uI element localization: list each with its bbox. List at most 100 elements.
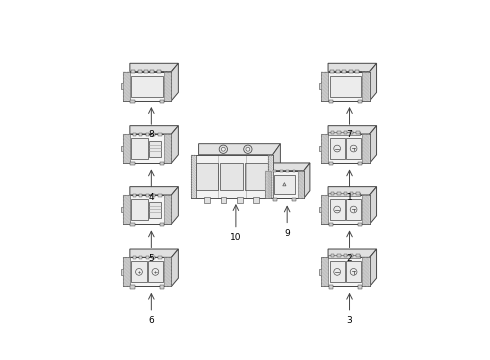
Bar	[362, 134, 369, 163]
Polygon shape	[369, 63, 376, 101]
Bar	[319, 269, 322, 275]
Bar	[350, 254, 353, 257]
Bar	[220, 162, 243, 190]
Bar	[321, 134, 369, 163]
Bar	[123, 134, 130, 163]
Bar	[329, 76, 361, 96]
Polygon shape	[283, 183, 286, 186]
Bar	[319, 84, 322, 89]
Bar	[293, 170, 295, 172]
Bar	[321, 72, 369, 101]
Bar	[356, 131, 360, 134]
Bar	[160, 100, 164, 103]
Bar	[273, 170, 276, 172]
Bar	[321, 195, 328, 224]
Bar	[123, 195, 172, 224]
Bar	[362, 195, 369, 224]
Bar	[164, 195, 171, 224]
Bar	[160, 162, 164, 165]
Bar	[138, 70, 142, 73]
Text: 9: 9	[284, 229, 290, 238]
Bar	[343, 70, 346, 73]
Polygon shape	[198, 144, 280, 155]
Bar	[121, 269, 124, 275]
Bar	[330, 70, 334, 73]
Bar	[321, 195, 369, 224]
Text: 1: 1	[346, 193, 352, 202]
Bar	[164, 72, 171, 101]
Bar	[121, 84, 124, 89]
Bar	[337, 192, 341, 195]
Bar	[152, 256, 155, 259]
Bar	[268, 155, 272, 198]
Polygon shape	[130, 63, 178, 72]
Bar	[321, 257, 328, 287]
Bar	[329, 138, 345, 159]
Bar	[133, 194, 136, 197]
Bar	[150, 70, 154, 73]
Bar	[362, 72, 369, 101]
Bar	[331, 131, 334, 134]
Bar	[221, 197, 226, 203]
Bar	[121, 207, 124, 212]
Bar	[131, 70, 135, 73]
Bar	[286, 170, 289, 172]
Bar	[336, 70, 340, 73]
Polygon shape	[369, 249, 376, 287]
Polygon shape	[130, 186, 178, 195]
Bar	[328, 193, 360, 196]
Bar	[147, 261, 163, 282]
Bar	[346, 261, 361, 282]
Bar	[123, 72, 130, 101]
Circle shape	[219, 145, 227, 153]
Bar	[331, 254, 334, 257]
Bar	[328, 255, 360, 258]
Bar	[245, 162, 268, 190]
Polygon shape	[130, 126, 178, 134]
Bar	[237, 197, 243, 203]
Bar	[133, 133, 136, 136]
Bar	[146, 194, 149, 197]
Text: 5: 5	[148, 254, 154, 263]
Text: 7: 7	[346, 130, 352, 139]
Bar	[343, 192, 347, 195]
Text: 6: 6	[148, 316, 154, 325]
Polygon shape	[328, 126, 376, 134]
Bar	[346, 138, 361, 159]
Bar	[130, 285, 135, 289]
Text: 2: 2	[347, 254, 352, 263]
Bar	[337, 254, 341, 257]
Bar	[158, 194, 162, 197]
Bar	[121, 146, 124, 151]
Bar	[329, 199, 345, 220]
Circle shape	[221, 147, 225, 151]
Bar	[148, 140, 161, 157]
Bar	[123, 134, 172, 163]
Bar	[292, 198, 296, 201]
Polygon shape	[130, 249, 178, 257]
Bar	[139, 194, 143, 197]
Text: 3: 3	[346, 316, 352, 325]
Polygon shape	[369, 126, 376, 163]
Circle shape	[246, 147, 250, 151]
Polygon shape	[328, 63, 376, 72]
Bar	[343, 254, 347, 257]
Bar	[160, 223, 164, 226]
Bar	[130, 162, 135, 165]
Bar	[358, 100, 362, 103]
Polygon shape	[369, 186, 376, 224]
Bar	[133, 256, 136, 259]
Bar	[131, 76, 163, 96]
Bar	[362, 257, 369, 287]
Bar	[204, 197, 210, 203]
Bar	[139, 256, 143, 259]
Bar	[158, 133, 162, 136]
Bar	[358, 223, 362, 226]
Bar	[331, 192, 334, 195]
Polygon shape	[272, 144, 280, 198]
Bar	[298, 171, 304, 198]
Bar	[356, 192, 360, 195]
Bar	[131, 199, 148, 220]
Text: 4: 4	[148, 193, 154, 202]
Bar	[164, 257, 171, 287]
